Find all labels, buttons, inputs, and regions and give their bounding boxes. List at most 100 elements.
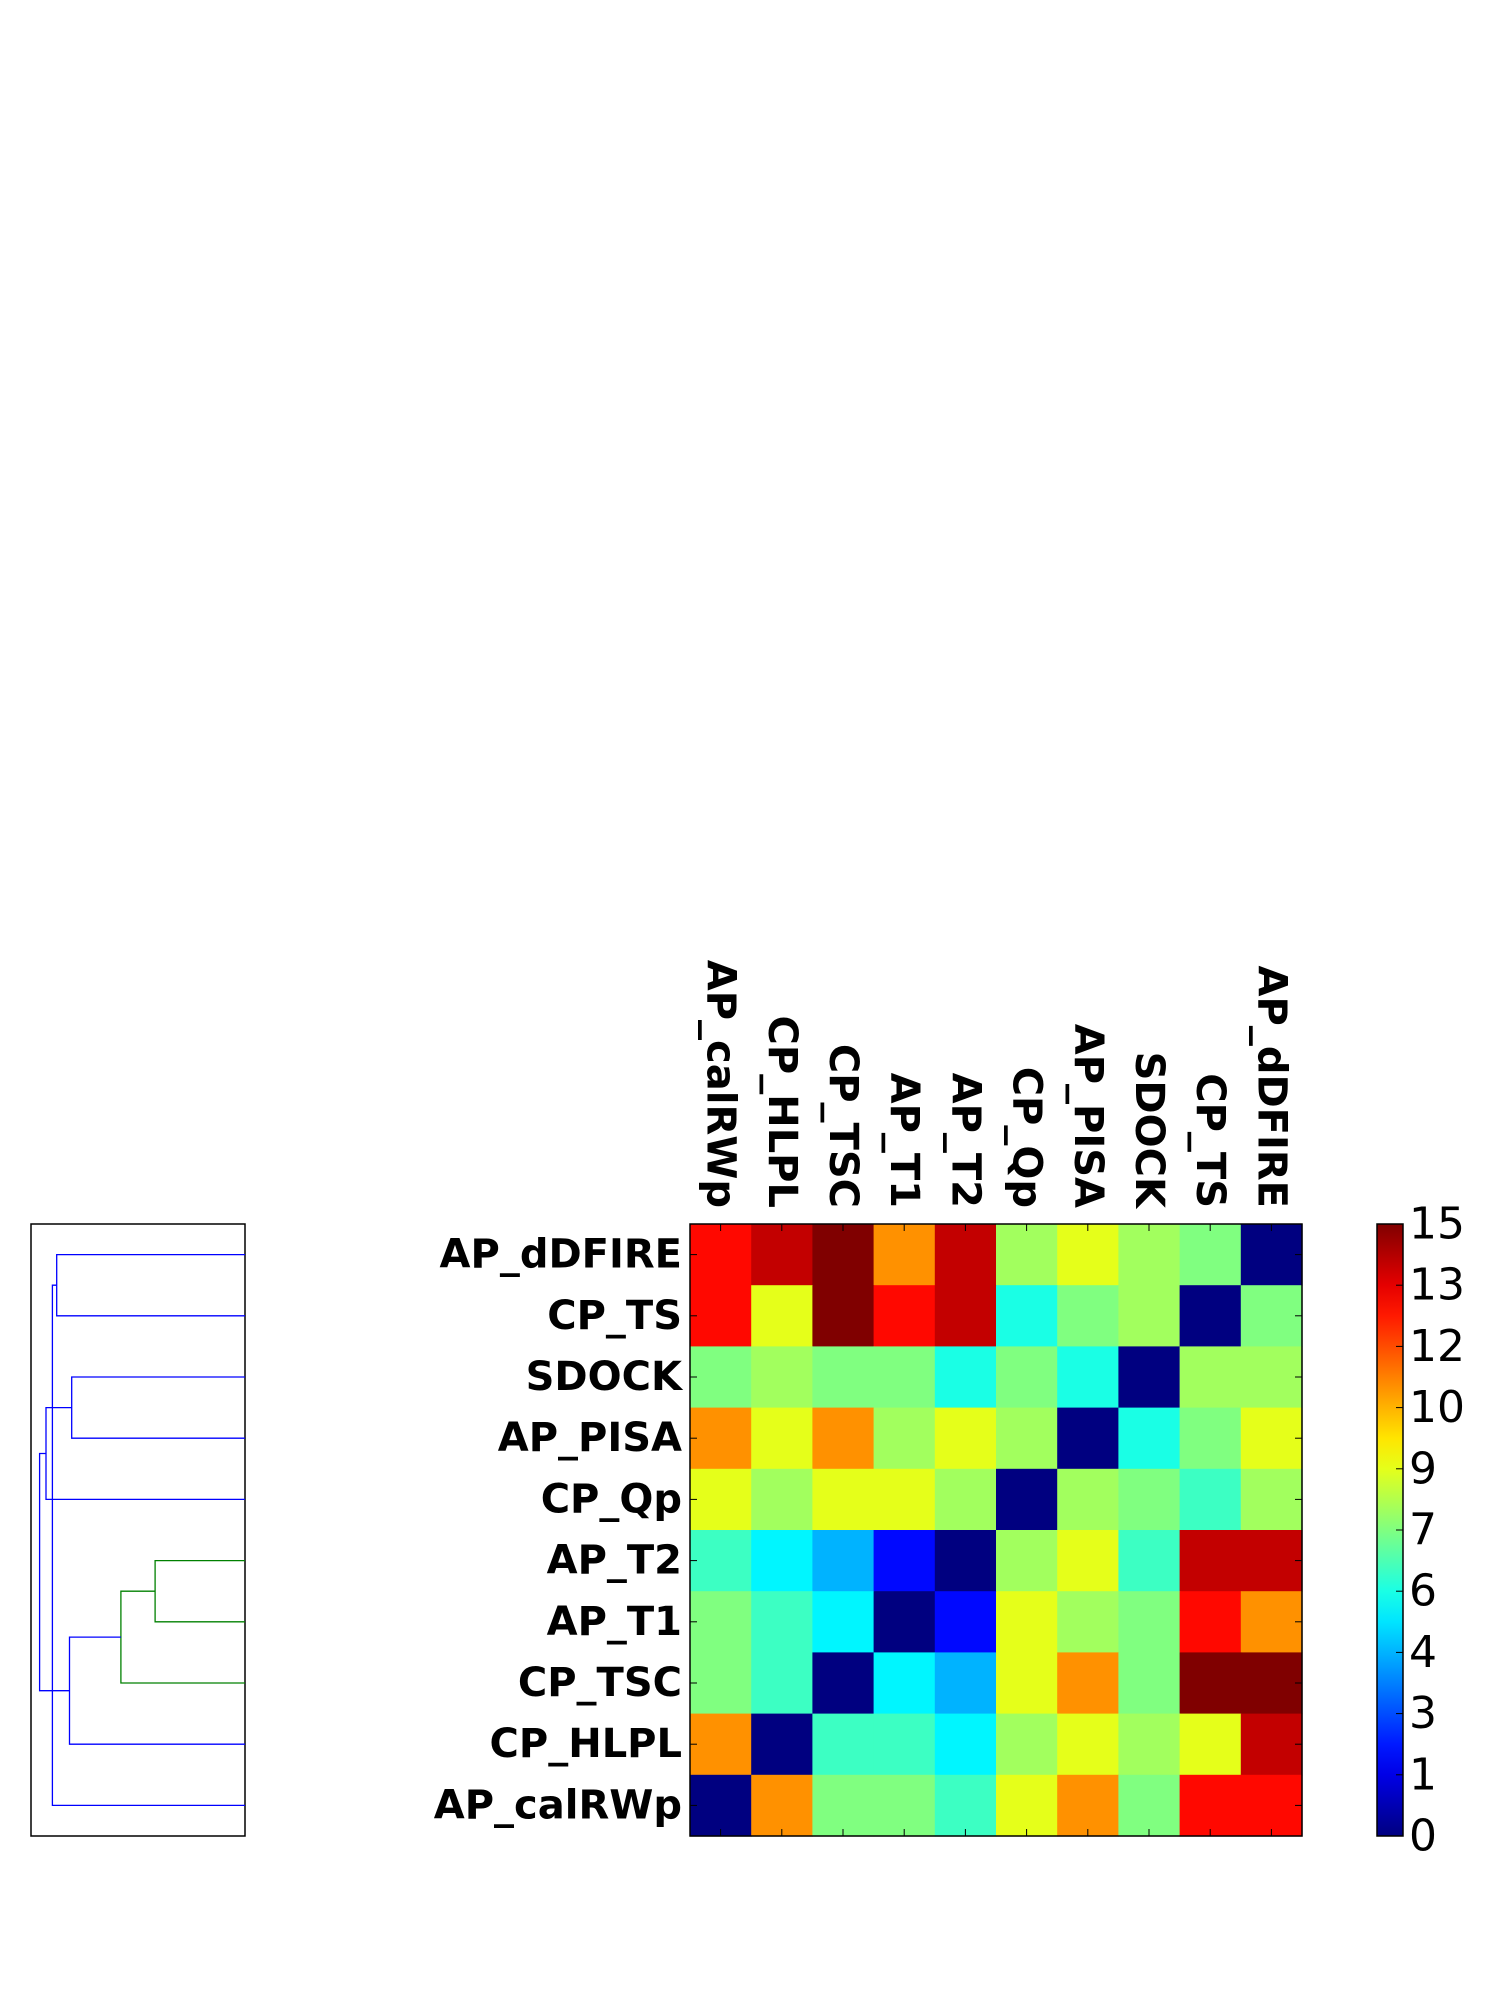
heatmap-cell xyxy=(690,1468,752,1531)
column-label: CP_Qp xyxy=(1004,1067,1050,1208)
heatmap-cell xyxy=(690,1346,752,1409)
colorbar-tick-label: 9 xyxy=(1409,1443,1437,1494)
heatmap-cell xyxy=(996,1407,1058,1470)
heatmap-cell xyxy=(1240,1713,1303,1776)
heatmap-cell xyxy=(873,1224,936,1286)
heatmap-cell xyxy=(690,1713,752,1776)
heatmap-cell xyxy=(1240,1591,1303,1653)
heatmap-cell xyxy=(996,1224,1058,1286)
heatmap-cell xyxy=(1118,1713,1181,1776)
heatmap-cell xyxy=(1118,1591,1181,1653)
heatmap-cell xyxy=(1240,1468,1303,1531)
heatmap-cell xyxy=(1057,1285,1119,1347)
heatmap-cell xyxy=(690,1285,752,1347)
heatmap-cell xyxy=(873,1285,936,1347)
heatmap-cell xyxy=(1179,1468,1242,1531)
heatmap-frame xyxy=(689,1223,1303,1837)
heatmap-cell xyxy=(873,1468,936,1531)
colorbar-tick-label: 1 xyxy=(1409,1749,1437,1800)
colorbar-tick-label: 3 xyxy=(1409,1688,1437,1739)
heatmap-cell xyxy=(690,1224,752,1286)
heatmap-cell xyxy=(996,1774,1058,1837)
heatmap-cell xyxy=(1057,1713,1119,1776)
row-label: AP_calRWp xyxy=(434,1782,682,1828)
row-label: CP_HLPL xyxy=(490,1721,682,1767)
heatmap-cell xyxy=(934,1713,997,1776)
heatmap-cell xyxy=(690,1652,752,1715)
heatmap-cell xyxy=(873,1652,936,1715)
heatmap-cell xyxy=(934,1652,997,1715)
colorbar-tick-label: 0 xyxy=(1409,1811,1437,1862)
heatmap-cell xyxy=(1118,1468,1181,1531)
heatmap-cell xyxy=(1057,1346,1119,1409)
heatmap-cell xyxy=(1118,1407,1181,1470)
heatmap-cell xyxy=(1240,1407,1303,1470)
heatmap-cell xyxy=(751,1468,813,1531)
heatmap-cell xyxy=(934,1407,997,1470)
column-labels: AP_calRWp CP_HLPL CP_TSC AP_T1 AP_T2 CP_Qp AP_… xyxy=(698,960,1295,1210)
heatmap-cell xyxy=(1057,1468,1119,1531)
column-label: CP_TSC xyxy=(820,1044,866,1208)
row-label: AP_T2 xyxy=(547,1538,682,1584)
heatmap-cell xyxy=(1240,1224,1303,1286)
row-label: AP_dDFIRE xyxy=(440,1232,682,1278)
colorbar-tick-label: 4 xyxy=(1409,1627,1437,1678)
heatmap-cell xyxy=(1057,1652,1119,1715)
colorbar-tick-label: 12 xyxy=(1409,1321,1465,1372)
heatmap-cell xyxy=(996,1346,1058,1409)
heatmap-cell xyxy=(812,1346,875,1409)
heatmap-cell xyxy=(1240,1285,1303,1347)
colorbar-tick-label: 15 xyxy=(1409,1199,1465,1250)
dendrogram-link xyxy=(38,1452,70,1692)
heatmap-cell xyxy=(1240,1774,1303,1837)
heatmap-cell xyxy=(873,1346,936,1409)
heatmap-cell xyxy=(1057,1774,1119,1837)
row-label: AP_PISA xyxy=(498,1415,682,1461)
dendrogram-frame xyxy=(30,1223,246,1837)
heatmap-cell xyxy=(934,1468,997,1531)
heatmap-cell xyxy=(751,1652,813,1715)
row-label: CP_TSC xyxy=(518,1660,682,1706)
row-label: SDOCK xyxy=(526,1354,684,1400)
heatmap-cell xyxy=(1179,1224,1242,1286)
heatmap-cell xyxy=(1118,1530,1181,1592)
heatmap-cell xyxy=(996,1591,1058,1653)
heatmap-cell xyxy=(1118,1224,1181,1286)
heatmap xyxy=(689,1223,1303,1837)
heatmap-cell xyxy=(1057,1530,1119,1592)
heatmap-cell xyxy=(1179,1652,1242,1715)
heatmap-cell xyxy=(690,1407,752,1470)
heatmap-cell xyxy=(1057,1407,1119,1470)
column-label: AP_dDFIRE xyxy=(1248,966,1294,1208)
heatmap-cell xyxy=(1179,1774,1242,1837)
heatmap-cell xyxy=(1118,1652,1181,1715)
heatmap-cell xyxy=(812,1774,875,1837)
column-label: AP_PISA xyxy=(1065,1024,1111,1208)
heatmap-cell xyxy=(751,1591,813,1653)
heatmap-cell xyxy=(873,1530,936,1592)
heatmap-cell xyxy=(812,1591,875,1653)
column-label: AP_calRWp xyxy=(698,960,744,1208)
heatmap-cell xyxy=(812,1407,875,1470)
dendrogram-link xyxy=(51,1284,245,1807)
heatmap-cell xyxy=(934,1285,997,1347)
row-labels: AP_dDFIRE CP_TS SDOCK AP_PISA CP_Qp AP_T2 AP_T… xyxy=(434,1232,684,1829)
heatmap-cell xyxy=(1240,1346,1303,1409)
heatmap-cell xyxy=(751,1713,813,1776)
heatmap-cell xyxy=(1240,1530,1303,1592)
heatmap-cell xyxy=(934,1774,997,1837)
heatmap-cell xyxy=(1179,1407,1242,1470)
heatmap-cell xyxy=(996,1285,1058,1347)
colorbar-tick-label: 7 xyxy=(1409,1505,1437,1556)
heatmap-cell xyxy=(873,1407,936,1470)
heatmap-cell xyxy=(690,1530,752,1592)
heatmap-cell xyxy=(873,1591,936,1653)
heatmap-cell xyxy=(690,1774,752,1837)
heatmap-cell xyxy=(934,1224,997,1286)
heatmap-cell xyxy=(1240,1652,1303,1715)
heatmap-cell xyxy=(996,1713,1058,1776)
heatmap-cell xyxy=(873,1713,936,1776)
heatmap-cell xyxy=(996,1530,1058,1592)
